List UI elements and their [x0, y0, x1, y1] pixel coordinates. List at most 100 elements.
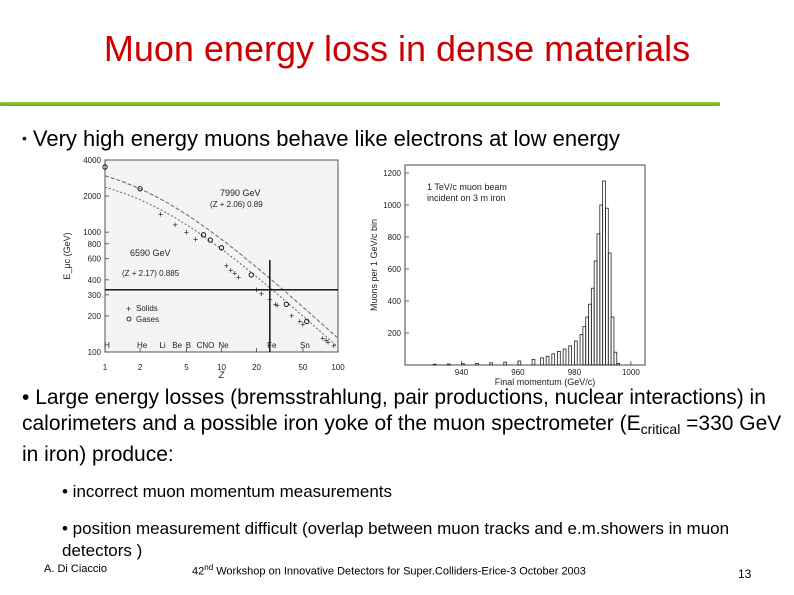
element-label: He [137, 341, 148, 350]
x-tick-label: 960 [511, 368, 525, 377]
element-label: CNO [197, 341, 215, 350]
solid-point: + [320, 333, 325, 343]
histogram-bar [607, 252, 612, 366]
footer-ordinal: 42 [192, 565, 205, 578]
sub-bullet-position: • position measurement difficult (overla… [62, 519, 730, 560]
solid-point: + [236, 272, 241, 282]
chart-title-line1: 1 TeV/c muon beam [427, 182, 507, 192]
element-label: H [104, 341, 110, 350]
fit-formula-6590: (Z + 2.17) 0.885 [122, 269, 180, 278]
bullet-dot: • [22, 130, 27, 146]
chart-title-line2: incident on 3 m iron [427, 193, 506, 203]
fit-curve [104, 186, 338, 347]
histogram-bar [517, 360, 522, 366]
histogram-bar [557, 350, 561, 366]
y-tick-label: 800 [388, 233, 402, 242]
y-tick-label: 2000 [83, 192, 101, 201]
solid-point: + [232, 269, 237, 279]
histogram-bar [551, 353, 556, 366]
histogram-bar [562, 348, 567, 366]
y-tick-label: 1200 [383, 169, 401, 178]
histogram-bar [613, 351, 618, 366]
x-tick-label: 980 [568, 368, 582, 377]
x-tick-label: 5 [184, 363, 189, 372]
histogram-bar [489, 362, 493, 366]
element-label: Sn [300, 341, 310, 350]
legend-solids-label: Solids [136, 304, 158, 313]
histogram-bar [531, 358, 536, 366]
solid-point: + [224, 261, 229, 271]
footer-author: A. Di Ciaccio [44, 563, 107, 575]
footer-ordinal-suffix: nd [204, 563, 214, 572]
element-label: Fe [267, 341, 277, 350]
histogram-bar [545, 355, 550, 366]
y-tick-label: 400 [388, 297, 402, 306]
histogram-bar [540, 357, 544, 366]
solid-point: + [228, 265, 233, 275]
legend-solids-marker: + [126, 304, 131, 314]
histogram-bar [616, 362, 620, 366]
x-tick-label: 2 [138, 363, 143, 372]
histogram-bar [432, 363, 437, 366]
x-tick-label: 1 [103, 363, 108, 372]
gas-point [218, 245, 225, 251]
histogram-bar [503, 361, 508, 366]
y-tick-label: 1000 [383, 201, 401, 210]
y-tick-label: 800 [88, 240, 102, 249]
gas-point [207, 237, 213, 243]
y-tick-label: 4000 [83, 156, 101, 165]
fit-curve [104, 175, 338, 338]
y-tick-label: 600 [388, 265, 402, 274]
para-bullet: • [22, 386, 30, 409]
x-tick-label: 50 [298, 363, 307, 372]
y-tick-label: 400 [88, 276, 102, 285]
gas-point [102, 164, 108, 170]
page-number: 13 [738, 567, 752, 581]
gas-point [248, 272, 254, 278]
y-tick-label: 1000 [83, 228, 101, 237]
plot-frame [404, 164, 646, 366]
slide-title: Muon energy loss in dense materials [103, 28, 691, 69]
x-tick-label: 10 [217, 363, 226, 372]
histogram-bar [610, 316, 615, 366]
para-text-1: Large energy losses (bremsstrahlung, pai… [22, 386, 766, 435]
x-tick-label: 1000 [622, 368, 640, 377]
solid-point: + [323, 335, 328, 345]
gas-point [283, 301, 289, 307]
gas-point [137, 186, 143, 192]
solid-point: + [297, 316, 302, 326]
fit-label-7990: 7990 GeV [220, 188, 261, 198]
footer-workshop-text: Workshop on Innovative Detectors for Sup… [213, 565, 586, 578]
element-label: Ne [218, 341, 229, 350]
para-text-2: =330 GeV in iron) produce: [22, 412, 782, 466]
legend-gases-marker [126, 316, 132, 322]
y-tick-label: 600 [88, 255, 102, 264]
sub-bullet-momentum: • incorrect muon momentum measurements [62, 482, 393, 501]
histogram-bar [574, 340, 578, 366]
y-axis-label: Muons per 1 GeV/c bin [369, 219, 379, 311]
y-tick-label: 300 [88, 291, 102, 300]
solid-point: + [259, 289, 264, 299]
solid-point: + [184, 228, 189, 238]
gas-point [304, 318, 310, 325]
solid-point: + [331, 341, 336, 351]
solid-point: + [193, 234, 198, 244]
element-label: B [186, 341, 191, 350]
histogram-bar [446, 363, 451, 366]
solid-point: + [300, 319, 305, 329]
y-tick-label: 100 [88, 348, 102, 357]
histogram-bar [461, 363, 465, 366]
x-axis-label: Z [218, 370, 225, 380]
element-label: Li [159, 341, 165, 350]
gas-point [200, 232, 207, 238]
solid-point: + [173, 220, 178, 230]
fit-label-6590: 6590 GeV [130, 248, 171, 258]
y-tick-label: 200 [88, 312, 102, 321]
histogram-bar [568, 345, 572, 366]
histogram-bar [475, 362, 479, 366]
para-subscript: critical [640, 421, 681, 437]
critical-energy-chart: 100 200 300 400 600 800 1000 2000 4000 1 2 5 10 20 50 1… [60, 152, 350, 380]
solid-point: + [325, 338, 330, 348]
bullet-high-energy-muons: • Very high energy muons behave like elec… [22, 126, 620, 152]
solid-point: + [289, 311, 294, 321]
